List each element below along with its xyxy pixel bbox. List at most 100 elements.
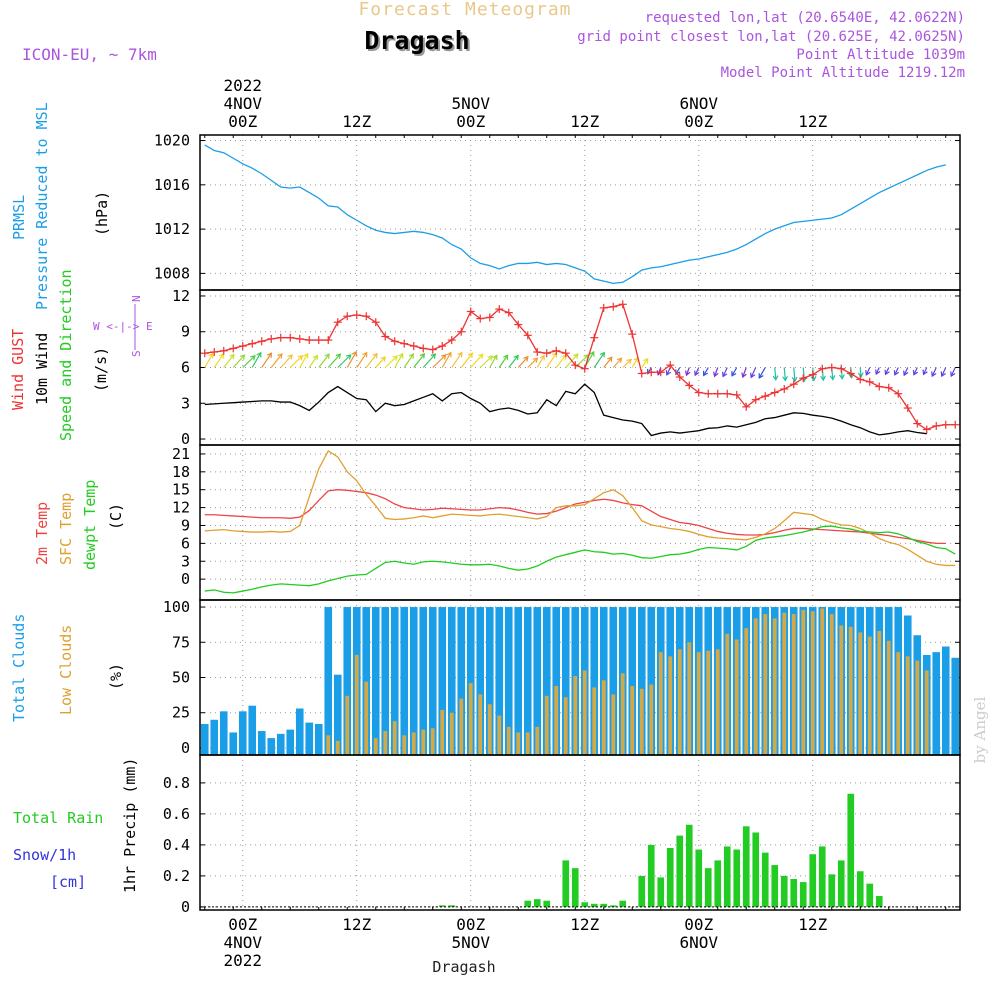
time-label-bottom: 12Z: [570, 915, 599, 934]
low-clouds-bar: [896, 652, 901, 755]
total-clouds-bar: [457, 607, 466, 755]
total-rain-bar: [562, 860, 570, 907]
wind-gust-marker: [514, 320, 523, 329]
time-label-bottom: 00Z: [228, 915, 257, 934]
total-rain-bar: [790, 879, 798, 907]
chart-header: Forecast Meteogram Dragash ICON-EU, ~ 7k…: [22, 0, 965, 81]
pressure-label-long: Pressure Reduced to MSL: [33, 102, 51, 310]
total-rain-bar: [780, 875, 788, 907]
total-rain-bar: [828, 874, 836, 907]
total-rain-bar: [438, 905, 446, 907]
wind-direction-arrow: [261, 352, 273, 368]
wind-direction-arrow: [460, 352, 474, 368]
wind-gust-marker: [333, 318, 342, 327]
time-label-top: 2022: [223, 76, 262, 95]
wind-direction-arrow: [403, 353, 414, 368]
wind-direction-arrow: [612, 357, 623, 368]
wind-direction-arrow: [555, 354, 567, 368]
low-clouds-bar: [791, 614, 796, 755]
total-rain-bar: [448, 905, 456, 907]
precip-ytick-label: 0.8: [163, 774, 190, 792]
wind-direction-arrow: [356, 351, 368, 368]
low-clouds-bar: [820, 608, 825, 755]
total-rain-bar: [657, 877, 665, 907]
low-clouds-bar: [354, 654, 359, 755]
wind-direction-arrow: [413, 353, 426, 368]
wind-direction-arrow: [432, 354, 447, 368]
total-clouds-bar: [305, 722, 314, 755]
wind-direction-arrow: [931, 367, 937, 378]
wind-gust-marker: [647, 368, 656, 377]
clouds-ytick-label: 50: [172, 669, 190, 687]
10m-wind-line: [204, 383, 927, 437]
wind-direction-arrow: [337, 354, 352, 368]
low-clouds-bar: [620, 673, 625, 755]
low-clouds-bar: [516, 732, 521, 755]
low-clouds-bar: [782, 612, 787, 755]
wind-direction-arrow: [857, 367, 864, 378]
wind-gust-marker: [951, 420, 960, 429]
wind-gust-marker: [713, 389, 722, 398]
total-clouds-bar: [276, 733, 285, 755]
requested-location: requested lon,lat (20.6540E, 42.0622N): [645, 10, 965, 26]
low-clouds-bar: [592, 687, 597, 755]
chart-panels: 1008101210161020036912036912151821025507…: [154, 132, 961, 916]
wind-direction-arrow: [451, 351, 463, 368]
wind-gust-marker: [685, 381, 694, 390]
total-rain-bar: [818, 846, 826, 907]
total-clouds-bar: [485, 607, 494, 755]
wind-gust-marker: [409, 342, 418, 351]
wind-gust-marker: [799, 374, 808, 383]
wind-gust-marker: [884, 383, 893, 392]
temp-ytick-label: 18: [172, 463, 190, 481]
total-clouds-bar: [362, 607, 371, 755]
total-clouds-bar: [381, 607, 390, 755]
precip-panel: 0 0.2 0.4 0.6 0.8: [163, 754, 961, 916]
wind-gust-marker: [343, 312, 352, 321]
wind-gust-marker: [675, 373, 684, 382]
wind-gust-marker: [723, 389, 732, 398]
panel-labels: PRMSL Pressure Reduced to MSL (hPa) Wind…: [9, 102, 153, 893]
wind-gust-marker: [628, 330, 637, 339]
pressure-ytick-label: 1020: [154, 132, 190, 150]
wind-gust-marker: [637, 369, 646, 378]
clouds-panel: 0 25 50 75 100: [163, 598, 961, 757]
total-rain-bar: [847, 793, 855, 907]
wind-direction-arrow: [903, 367, 909, 377]
wind-gust-marker: [314, 336, 323, 345]
temp-plot-area: [204, 450, 956, 594]
low-clouds-bar: [639, 688, 644, 755]
time-label-top: 00Z: [456, 112, 485, 131]
low-clouds-bar: [801, 609, 806, 755]
total-clouds-bar: [229, 732, 238, 755]
wind-gust-marker: [941, 420, 950, 429]
low-clouds-bar: [449, 712, 454, 755]
wind-direction-arrow: [498, 354, 509, 368]
wind-gust-marker: [732, 390, 741, 399]
watermark: by Angel: [971, 696, 989, 763]
wind-direction-arrow: [694, 367, 700, 377]
wind-gust-marker: [656, 368, 665, 377]
low-clouds-bar: [345, 695, 350, 755]
wind-direction-arrow: [950, 367, 956, 378]
wind-gust-marker: [789, 380, 798, 389]
low-clouds-bar: [525, 732, 530, 755]
wind-gust-marker: [761, 392, 770, 401]
total-clouds-bar: [504, 607, 513, 755]
wind-plot-area: [200, 300, 960, 437]
wind-gust-marker: [295, 334, 304, 343]
total-rain-label: Total Rain: [13, 809, 103, 827]
low-clouds-bar: [905, 656, 910, 755]
low-clouds-bar: [877, 631, 882, 755]
time-label-top: 12Z: [570, 112, 599, 131]
temp-ytick-label: 3: [181, 552, 190, 570]
wind-gust-marker: [865, 377, 874, 386]
total-rain-bar: [866, 883, 874, 907]
wind-direction-arrow: [829, 367, 836, 381]
wind-direction-arrow: [508, 354, 519, 368]
total-clouds-bar: [200, 724, 209, 755]
prmsl-line: [204, 144, 946, 285]
temp-ytick-label: 0: [181, 570, 190, 588]
total-clouds-bar: [371, 607, 380, 755]
total-clouds-bar: [324, 607, 333, 755]
